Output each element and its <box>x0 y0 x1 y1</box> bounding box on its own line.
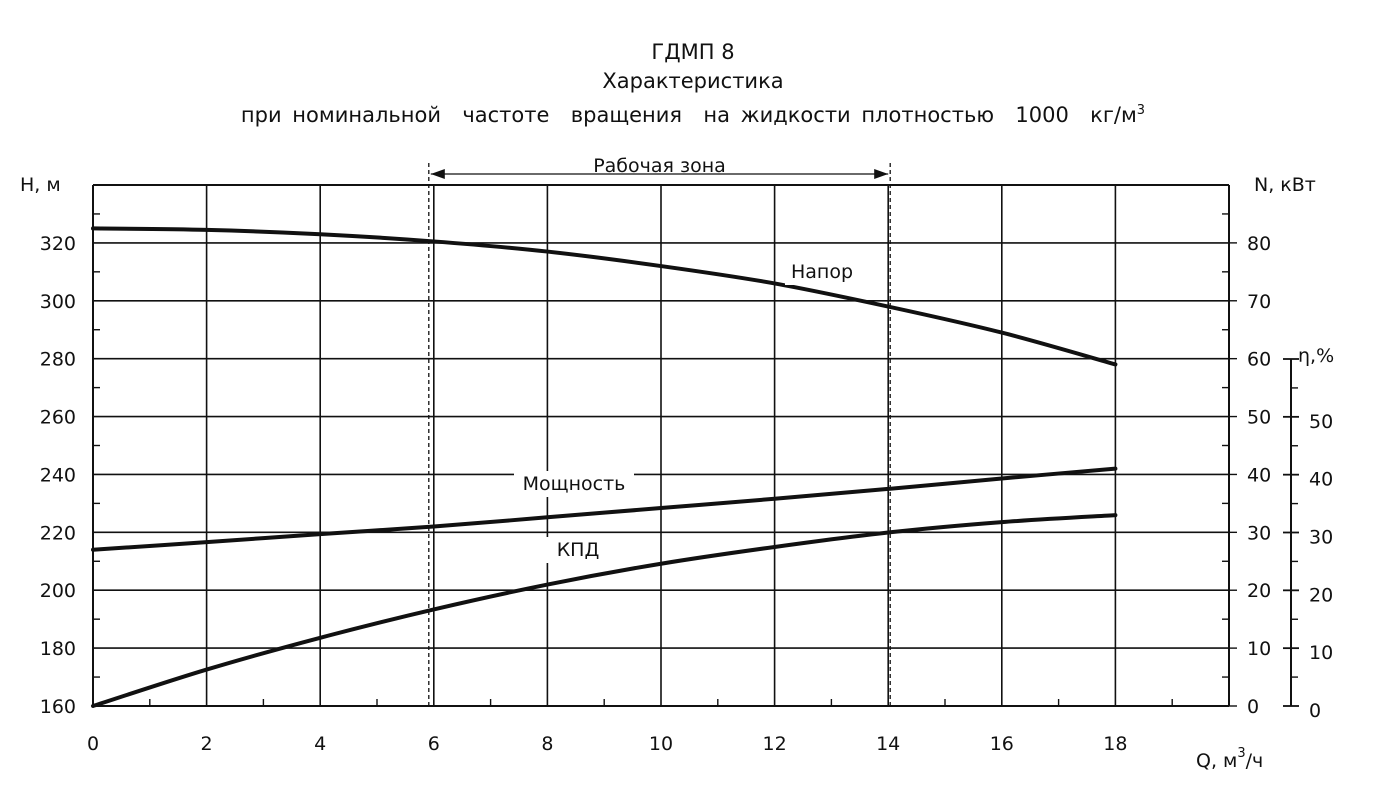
y-left-tick-label: 220 <box>40 522 76 544</box>
power-curve-label: Мощность <box>523 473 626 495</box>
eta-tick-label: 40 <box>1309 469 1333 491</box>
minor-ticks <box>93 213 1237 707</box>
eta-tick-label: 0 <box>1309 700 1321 722</box>
efficiency-curve-label: КПД <box>557 539 600 561</box>
x-tick-label: 4 <box>314 733 326 755</box>
x-tick-label: 8 <box>541 733 553 755</box>
y-right-tick-label: 40 <box>1247 464 1271 486</box>
eta-tick-label: 50 <box>1309 411 1333 433</box>
x-tick-label: 0 <box>87 733 99 755</box>
y-right-tick-label: 20 <box>1247 580 1271 602</box>
y-right-tick-label: 0 <box>1247 696 1259 718</box>
y-left-tick-label: 300 <box>40 291 76 313</box>
head-curve-label: Напор <box>791 261 853 283</box>
eta-tick-label: 20 <box>1309 584 1333 606</box>
y-right-tick-label: 60 <box>1247 349 1271 371</box>
chart-conditions-superscript: 3 <box>1136 103 1146 118</box>
y-left-tick-label: 240 <box>40 464 76 486</box>
chart-conditions-text: при номинальной частоте вращения на жидк… <box>240 103 1137 127</box>
eta-tick-label: 10 <box>1309 642 1333 664</box>
grid <box>93 185 1229 706</box>
x-tick-label: 10 <box>649 733 673 755</box>
chart-conditions: при номинальной частоте вращения на жидк… <box>0 103 1386 127</box>
efficiency-curve <box>91 513 1118 708</box>
y-left-axis-label: Н, м <box>20 174 61 196</box>
head-curve-label-bg <box>785 259 859 285</box>
y-left-tick-label: 160 <box>40 696 76 718</box>
y-left-tick-label: 280 <box>40 349 76 371</box>
x-tick-label: 14 <box>876 733 900 755</box>
y-left-tick-label: 180 <box>40 638 76 660</box>
y-right-tick-label: 30 <box>1247 522 1271 544</box>
head-curve <box>91 226 1118 367</box>
y-left-tick-label: 260 <box>40 407 76 429</box>
power-curve-label-bg <box>514 471 634 497</box>
power-curve <box>91 466 1118 552</box>
y-right-tick-label: 80 <box>1247 233 1271 255</box>
working-zone-label: Рабочая зона <box>593 155 726 177</box>
eta-axis-label: η,% <box>1298 345 1334 367</box>
x-tick-label: 12 <box>763 733 787 755</box>
chart-title: ГДМП 8 <box>651 40 735 64</box>
working-zone-arrowhead-left <box>430 169 445 179</box>
y-right-tick-label: 10 <box>1247 638 1271 660</box>
y-left-tick-label: 320 <box>40 233 76 255</box>
y-right-axis-label: N, кВт <box>1254 174 1316 196</box>
working-zone-arrowhead-right <box>874 169 889 179</box>
x-tick-label: 18 <box>1103 733 1127 755</box>
y-right-tick-label: 50 <box>1247 407 1271 429</box>
x-tick-label: 6 <box>428 733 440 755</box>
eta-tick-label: 30 <box>1309 527 1333 549</box>
x-axis-label: Q, м3/ч <box>1196 746 1263 772</box>
working-zone-label-bg <box>600 158 740 172</box>
x-tick-label: 2 <box>201 733 213 755</box>
y-left-tick-label: 200 <box>40 580 76 602</box>
chart-subtitle: Характеристика <box>602 69 784 93</box>
y-right-tick-label: 70 <box>1247 291 1271 313</box>
x-tick-label: 16 <box>990 733 1014 755</box>
efficiency-curve-label-bg <box>546 537 610 563</box>
